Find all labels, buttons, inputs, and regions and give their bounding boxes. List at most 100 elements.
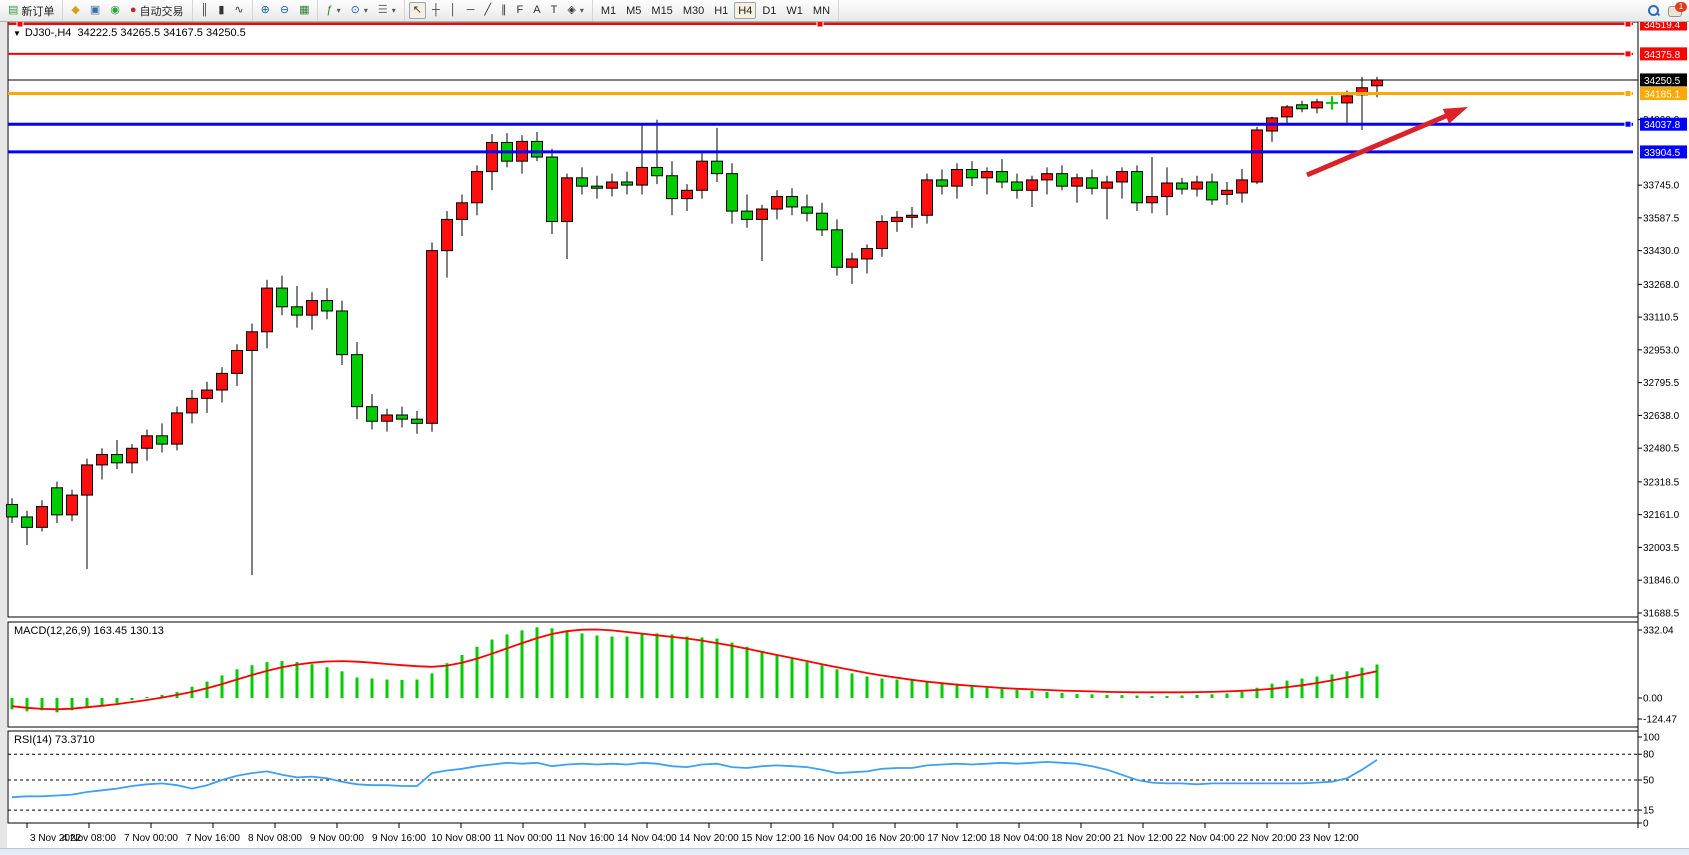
svg-text:17 Nov 12:00: 17 Nov 12:00 [927, 833, 987, 844]
svg-text:9 Nov 16:00: 9 Nov 16:00 [372, 833, 426, 844]
templates-button[interactable]: ☰ ▾ [374, 2, 400, 19]
svg-text:332.04: 332.04 [1643, 626, 1674, 637]
rsi-level-lines [8, 753, 1638, 811]
svg-text:34519.4: 34519.4 [1644, 20, 1681, 31]
hline-button[interactable]: ─ [463, 2, 479, 19]
svg-text:11 Nov 00:00: 11 Nov 00:00 [494, 833, 553, 844]
svg-text:34250.5: 34250.5 [1644, 76, 1681, 87]
toolbar-group: ⊕ ⊖ ▦ [253, 0, 319, 21]
timeframe-h4-button[interactable]: H4 [734, 2, 757, 19]
timeframe-toolbar: M1 M5 M15 M30 H1 H4 D1 W1 MN [593, 0, 840, 21]
bar-chart-button[interactable]: ║ [197, 2, 213, 19]
zoom-in-icon: ⊕ [260, 4, 270, 16]
crosshair-button[interactable]: ┼ [428, 2, 444, 19]
candlestick-button[interactable]: ▮ [214, 2, 228, 19]
svg-text:10 Nov 08:00: 10 Nov 08:00 [431, 833, 491, 844]
line-handle[interactable] [1624, 50, 1632, 58]
line-chart-icon: ∿ [234, 4, 244, 16]
new-order-button[interactable]: ▤ 新订单 [4, 2, 58, 19]
line-chart-button[interactable]: ∿ [230, 2, 247, 19]
svg-text:8 Nov 08:00: 8 Nov 08:00 [248, 833, 302, 844]
svg-text:11 Nov 16:00: 11 Nov 16:00 [556, 833, 615, 844]
textlabel-button[interactable]: T [547, 2, 562, 19]
timeframe-m1-button[interactable]: M1 [597, 2, 620, 19]
svg-text:31846.0: 31846.0 [1643, 576, 1680, 587]
timeframe-h1-button[interactable]: H1 [710, 2, 732, 19]
line-handle[interactable] [1624, 120, 1632, 128]
timeframe-m30-button[interactable]: M30 [679, 2, 708, 19]
chevron-down-icon: ▾ [363, 6, 368, 15]
trend-arrow[interactable] [1306, 107, 1468, 178]
periods-button[interactable]: ⊙ ▾ [347, 2, 372, 19]
svg-text:33904.5: 33904.5 [1644, 148, 1681, 159]
toolbar-group: ▤ 新订单 [0, 0, 64, 21]
price-line-labels: 34519.4 34375.8 34250.5 34185.1 34037.8 33904… [1640, 17, 1687, 159]
macd-axis: 332.04 0.00 -124.47 [1638, 626, 1677, 726]
cursor-icon: ↖ [412, 4, 422, 16]
toolbar-group: ║ ▮ ∿ [193, 0, 253, 21]
svg-text:3 Nov 2022: 3 Nov 2022 [30, 833, 82, 844]
textlabel-icon: T [550, 4, 558, 16]
search-icon[interactable] [1648, 4, 1660, 17]
timeframe-w1-button[interactable]: W1 [782, 2, 807, 19]
svg-text:7 Nov 16:00: 7 Nov 16:00 [186, 833, 240, 844]
zoom-out-button[interactable]: ⊖ [276, 2, 293, 19]
fibonacci-icon: F [516, 4, 524, 16]
macd-signal-line [11, 628, 1378, 711]
line-handle[interactable] [1624, 90, 1632, 98]
crosshair-icon: ┼ [431, 4, 440, 16]
svg-text:33587.5: 33587.5 [1643, 213, 1680, 224]
svg-text:33430.0: 33430.0 [1643, 246, 1680, 257]
vline-button[interactable]: │ [446, 2, 461, 19]
chat-icon[interactable]: 1 [1668, 1, 1687, 17]
timeframe-d1-button[interactable]: D1 [758, 2, 780, 19]
signals-button[interactable]: ◉ [106, 2, 124, 19]
chart-background [0, 20, 1689, 855]
chevron-down-icon: ▾ [579, 6, 584, 15]
hline-34519.4[interactable] [8, 20, 1633, 28]
signals-icon: ◉ [110, 4, 120, 16]
svg-text:15: 15 [1643, 806, 1655, 817]
hline-34375.8[interactable] [8, 50, 1633, 58]
market-watch-icon: ▣ [89, 4, 101, 16]
svg-text:100: 100 [1643, 733, 1660, 744]
timeframe-m5-button[interactable]: M5 [622, 2, 645, 19]
market-watch-button[interactable]: ▣ [86, 2, 104, 19]
cursor-button[interactable]: ↖ [408, 2, 426, 19]
svg-text:-124.47: -124.47 [1643, 715, 1677, 726]
zoom-in-button[interactable]: ⊕ [257, 2, 274, 19]
toolbar-group: ↖ ┼ │ ─ ╱ ∥ F A T ◈ ▾ [405, 0, 593, 21]
svg-text:9 Nov 00:00: 9 Nov 00:00 [310, 833, 364, 844]
chart-caption: ▼ DJ30-,H4 34222.5 34265.5 34167.5 34250.… [13, 27, 246, 39]
chart-style-button[interactable]: ◆ [67, 2, 83, 19]
svg-text:32795.5: 32795.5 [1643, 378, 1680, 389]
svg-text:34185.1: 34185.1 [1644, 90, 1681, 101]
chart-style-icon: ◆ [71, 4, 80, 16]
periods-icon: ⊙ [350, 4, 360, 16]
fibonacci-button[interactable]: F [513, 2, 528, 19]
arrows-icon: ◈ [567, 4, 576, 16]
zoom-out-icon: ⊖ [279, 4, 290, 16]
hline-34037.8[interactable] [8, 120, 1633, 128]
templates-icon: ☰ [377, 4, 388, 16]
timeframe-mn-button[interactable]: MN [809, 2, 834, 19]
text-button[interactable]: A [529, 2, 544, 19]
indicators-button[interactable]: ƒ ▾ [322, 2, 344, 19]
arrows-button[interactable]: ◈ ▾ [563, 2, 587, 19]
svg-text:33268.0: 33268.0 [1643, 280, 1680, 291]
tile-windows-button[interactable]: ▦ [295, 2, 313, 19]
trendline-button[interactable]: ╱ [480, 2, 495, 19]
channel-button[interactable]: ∥ [497, 2, 511, 19]
svg-text:31688.5: 31688.5 [1643, 608, 1680, 619]
svg-text:34037.8: 34037.8 [1644, 120, 1681, 131]
channel-icon: ∥ [501, 4, 507, 16]
timeframe-m15-button[interactable]: M15 [647, 2, 676, 19]
chevron-down-icon[interactable]: ▼ [13, 29, 21, 38]
vline-icon: │ [449, 4, 457, 16]
main-toolbar: ▤ 新订单 ◆ ▣ ◉ ● 自动交易 ║ ▮ ∿ ⊕ ⊖ ▦ ƒ ▾ ⊙ ▾ ☰ ▾ ↖ ┼ │ ─ ╱ ∥ F A T ◈ ▾ M1 M5 M… [0, 0, 1689, 22]
tile-windows-icon: ▦ [299, 4, 310, 16]
hline-34185.1[interactable] [8, 90, 1633, 98]
autotrade-button[interactable]: ● 自动交易 [126, 2, 188, 19]
